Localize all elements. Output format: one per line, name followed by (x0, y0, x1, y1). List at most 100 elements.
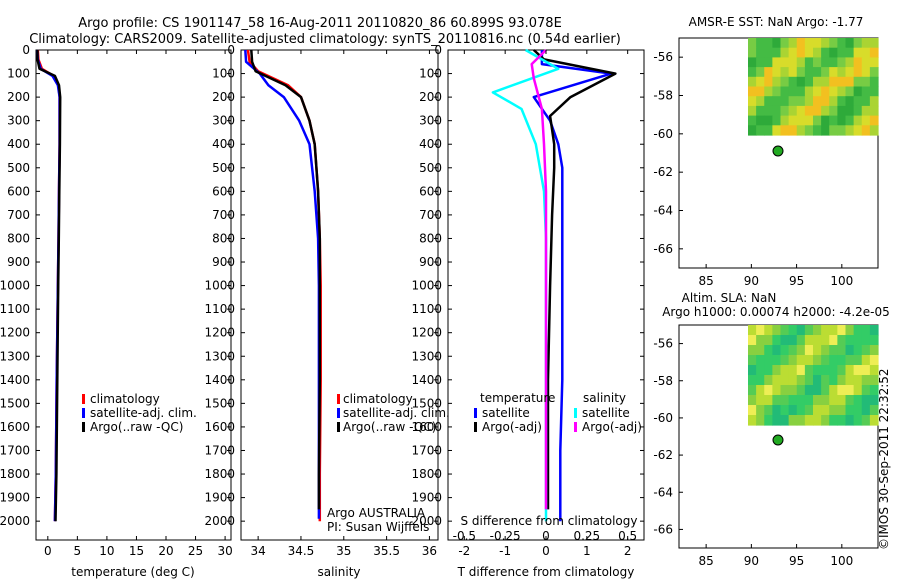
field-cell (756, 67, 765, 78)
field-cell (837, 47, 847, 58)
depth-tick-label: 1300 (204, 349, 235, 363)
legend-swatch-blue (337, 408, 340, 418)
series-line (250, 49, 322, 510)
series-line (36, 49, 62, 522)
field-cell (829, 86, 838, 97)
field-cell (748, 115, 757, 126)
legend-label: satellite (582, 406, 630, 420)
field-cell (804, 345, 814, 356)
x-tick-label: 34.5 (288, 544, 315, 558)
field-cell (748, 86, 757, 97)
field-cell (788, 345, 798, 356)
x-tick-label: 35 (336, 544, 351, 558)
field-cell (804, 355, 814, 366)
field-cell (788, 67, 798, 78)
depth-tick-label: 2000 (0, 514, 30, 528)
map-lat-label: -56 (653, 50, 673, 64)
field-cell (813, 385, 822, 396)
map-lat-label: -60 (653, 127, 673, 141)
field-cell (788, 365, 798, 376)
field-cell (804, 375, 814, 386)
header-line2: Climatology: CARS2009. Satellite-adjuste… (29, 32, 621, 47)
depth-tick-label: 1800 (411, 467, 442, 481)
map-lon-label: 95 (789, 274, 804, 288)
field-cell (869, 96, 879, 107)
depth-tick-label: 1400 (411, 373, 442, 387)
s-difference-label: S difference from climatology (461, 514, 638, 528)
x-tick-label: -2 (458, 544, 470, 558)
x-tick-label: 30 (217, 544, 232, 558)
field-cell (796, 115, 806, 126)
field-cell (829, 325, 838, 336)
field-cell (756, 345, 765, 356)
depth-tick-label: 1900 (204, 491, 235, 505)
field-cell (748, 355, 757, 366)
field-cell (772, 96, 782, 107)
field-cell (780, 115, 790, 126)
depth-tick-label: 1600 (0, 420, 30, 434)
field-cell (748, 96, 757, 107)
field-cell (772, 385, 782, 396)
sst-field (748, 38, 879, 136)
field-cell (837, 57, 847, 68)
x-tick-label: 25 (188, 544, 203, 558)
field-cell (756, 355, 765, 366)
depth-tick-label: 2000 (411, 514, 442, 528)
field-cell (780, 345, 790, 356)
depth-tick-label: 800 (7, 231, 30, 245)
depth-tick-label: 1900 (411, 491, 442, 505)
field-cell (813, 57, 822, 68)
field-cell (780, 415, 790, 426)
field-cell (813, 405, 822, 416)
map-lat-label: -66 (653, 242, 673, 256)
field-cell (821, 105, 830, 117)
depth-tick-label: 1100 (204, 302, 235, 316)
field-cell (748, 76, 757, 88)
depth-tick-label: 1800 (0, 467, 30, 481)
field-cell (837, 86, 847, 97)
field-cell (861, 385, 871, 396)
salinity-panel (240, 49, 439, 541)
field-cell (829, 415, 838, 426)
field-cell (788, 57, 798, 68)
field-cell (821, 67, 830, 78)
field-cell (796, 405, 806, 416)
depth-tick-label: 500 (7, 161, 30, 175)
field-cell (845, 395, 855, 406)
field-cell (829, 375, 838, 386)
depth-tick-label: 0 (22, 43, 30, 57)
depth-tick-label: 600 (419, 184, 442, 198)
field-cell (796, 325, 806, 336)
field-cell (821, 415, 830, 426)
field-cell (845, 57, 855, 68)
field-cell (869, 67, 879, 78)
field-cell (772, 355, 782, 366)
field-cell (853, 47, 863, 58)
field-cell (813, 365, 822, 376)
field-cell (837, 115, 847, 126)
x-tick-label: -1 (499, 544, 511, 558)
field-cell (829, 405, 838, 416)
field-cell (780, 365, 790, 376)
field-cell (829, 355, 838, 366)
field-cell (813, 47, 822, 58)
depth-tick-label: 0 (227, 43, 235, 57)
field-cell (804, 67, 814, 78)
legend-label: climatology (343, 392, 413, 406)
field-cell (861, 38, 871, 49)
field-cell (764, 415, 773, 426)
field-cell (853, 395, 863, 406)
field-cell (845, 385, 855, 396)
float-position-marker (772, 434, 784, 446)
field-cell (748, 125, 757, 136)
depth-tick-label: 0 (434, 43, 442, 57)
field-cell (748, 385, 757, 396)
pi-note: PI: Susan Wijffels (327, 520, 429, 534)
field-cell (804, 125, 814, 136)
field-cell (861, 76, 871, 88)
field-cell (861, 375, 871, 386)
map-lon-label: 95 (789, 554, 804, 568)
field-cell (788, 47, 798, 58)
field-cell (764, 57, 773, 68)
field-cell (796, 76, 806, 88)
